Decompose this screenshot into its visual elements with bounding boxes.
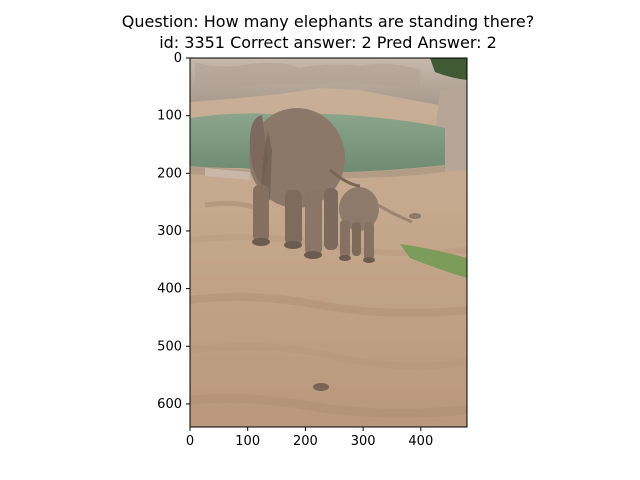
- figure-title-line-1: Question: How many elephants are standin…: [121, 12, 535, 31]
- grass-patch: [400, 244, 467, 278]
- x-axis: 0 100 200 300 400: [186, 427, 433, 449]
- y-tick-label: 500: [157, 339, 182, 354]
- y-tick-label: 300: [157, 224, 182, 239]
- baby-elephant: [339, 187, 413, 263]
- y-tick-label: 400: [157, 282, 182, 297]
- y-tick-label: 600: [157, 397, 182, 412]
- axes-frame: [189, 57, 468, 428]
- x-tick-label: 200: [293, 434, 318, 449]
- photo-image: [190, 58, 467, 427]
- y-tick-label: 200: [157, 166, 182, 181]
- adult-elephant: [249, 108, 361, 259]
- stone: [313, 383, 329, 391]
- x-tick-label: 400: [408, 434, 433, 449]
- y-tick-label: 100: [157, 109, 182, 124]
- y-axis: 0 100 200 300 400 500 600: [157, 51, 190, 412]
- figure-title-line-2: id: 3351 Correct answer: 2 Pred Answer: …: [159, 33, 497, 52]
- x-tick-label: 300: [351, 434, 376, 449]
- x-tick-label: 0: [186, 434, 194, 449]
- y-tick-label: 0: [174, 51, 182, 66]
- foliage: [430, 58, 467, 80]
- rock-texture: [195, 62, 420, 92]
- x-tick-label: 100: [235, 434, 260, 449]
